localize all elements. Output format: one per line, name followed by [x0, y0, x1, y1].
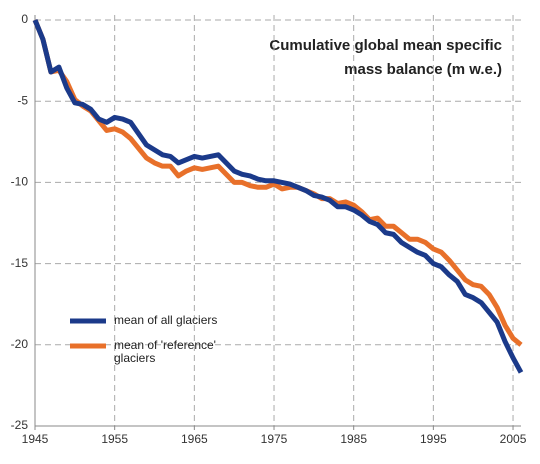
x-tick-label: 1955 — [101, 432, 128, 446]
series-line — [32, 19, 524, 374]
y-tick-label: -5 — [17, 93, 28, 107]
y-tick-label: -25 — [11, 418, 29, 432]
chart-title: mass balance (m w.e.) — [344, 61, 502, 78]
x-tick-label: 2005 — [500, 432, 527, 446]
series-line — [32, 19, 523, 347]
legend-label: mean of 'reference' glaciers — [114, 338, 216, 365]
x-tick-label: 1945 — [22, 432, 49, 446]
y-tick-label: -10 — [11, 175, 29, 189]
y-tick-label: -15 — [11, 256, 29, 270]
x-tick-label: 1995 — [420, 432, 447, 446]
legend-label: mean of all glaciers — [114, 313, 218, 327]
x-tick-label: 1985 — [340, 432, 367, 446]
x-tick-label: 1965 — [181, 432, 208, 446]
y-tick-label: 0 — [21, 12, 28, 26]
chart-title: Cumulative global mean specific — [269, 37, 502, 54]
y-tick-label: -20 — [11, 337, 29, 351]
x-tick-label: 1975 — [261, 432, 288, 446]
